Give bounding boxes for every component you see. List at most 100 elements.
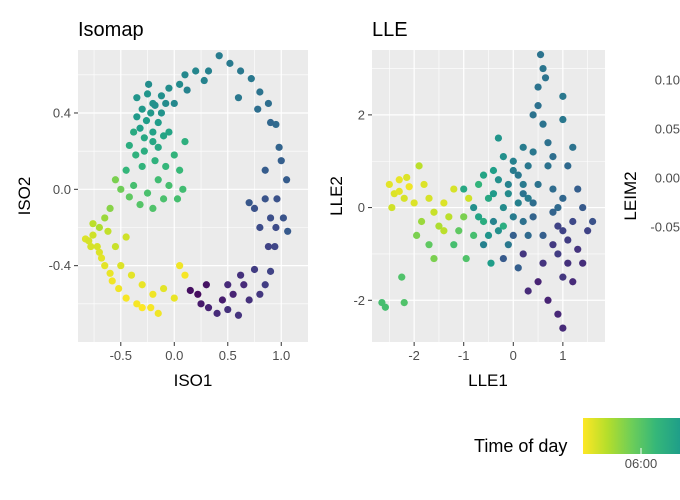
data-point — [559, 194, 567, 202]
data-point — [261, 166, 269, 174]
data-point — [122, 166, 130, 174]
data-point — [381, 303, 389, 311]
x-tick-label: 0.0 — [165, 348, 183, 363]
y-tick-label: 0.4 — [53, 105, 71, 120]
data-point — [279, 214, 287, 222]
data-point — [549, 185, 557, 193]
data-point — [539, 64, 547, 73]
data-point — [154, 176, 162, 184]
data-point — [519, 190, 527, 198]
data-point — [162, 99, 170, 108]
y-tick-label: -0.4 — [49, 258, 71, 273]
data-point — [509, 231, 517, 239]
data-point — [499, 254, 507, 263]
data-point — [157, 92, 166, 100]
data-point — [95, 248, 103, 256]
data-point — [181, 271, 189, 279]
data-point — [569, 143, 577, 151]
data-point — [133, 94, 141, 102]
data-point — [559, 227, 567, 235]
data-point — [275, 143, 283, 151]
data-point — [544, 139, 552, 147]
data-point — [111, 242, 120, 251]
data-point — [138, 304, 146, 312]
data-point — [136, 200, 144, 209]
data-point — [224, 281, 232, 289]
y-tick-label: 0.00 — [655, 171, 680, 186]
data-point — [534, 278, 542, 286]
data-point — [474, 213, 483, 221]
data-point — [183, 86, 191, 94]
data-point — [524, 194, 532, 202]
data-point — [89, 220, 97, 228]
data-point — [559, 273, 567, 281]
data-point — [273, 195, 281, 203]
data-point — [494, 134, 503, 142]
data-point — [541, 74, 550, 82]
data-point — [122, 294, 130, 302]
leim-y-label: LEIM2 — [621, 171, 640, 220]
data-point — [484, 231, 493, 239]
x-tick-label: 0 — [510, 348, 517, 363]
data-point — [554, 310, 562, 318]
data-point — [237, 271, 245, 279]
data-point — [549, 153, 557, 161]
data-point — [524, 162, 532, 170]
isomap-y-label: ISO2 — [15, 177, 34, 216]
data-point — [261, 195, 269, 203]
data-point — [218, 296, 227, 304]
data-point — [170, 99, 178, 108]
lle-x-label: LLE1 — [468, 371, 508, 390]
isomap-x-label: ISO1 — [174, 371, 213, 390]
data-point — [256, 88, 264, 96]
data-point — [108, 277, 116, 285]
data-point — [204, 304, 213, 312]
data-point — [266, 118, 275, 127]
y-tick-label: 0.0 — [53, 182, 71, 197]
data-point — [398, 273, 406, 281]
data-point — [181, 71, 189, 79]
data-point — [420, 180, 428, 189]
data-point — [579, 203, 587, 212]
data-point — [529, 148, 537, 156]
data-point — [215, 52, 223, 60]
data-point — [145, 80, 153, 88]
x-tick-label: -1 — [458, 348, 470, 363]
data-point — [229, 290, 237, 298]
data-point — [250, 204, 259, 213]
data-point — [197, 300, 205, 308]
data-point — [579, 259, 587, 267]
y-tick-label: 0.05 — [655, 122, 680, 137]
data-point — [554, 203, 562, 212]
data-point — [272, 223, 280, 232]
data-point — [395, 187, 403, 195]
data-point — [149, 204, 157, 213]
data-point — [149, 128, 157, 136]
data-point — [89, 231, 97, 239]
data-point — [136, 124, 144, 132]
data-point — [142, 117, 151, 125]
data-point — [539, 120, 547, 128]
data-point — [514, 264, 522, 272]
data-point — [524, 287, 532, 295]
legend-title: Time of day — [474, 436, 567, 456]
data-point — [147, 109, 155, 117]
data-point — [470, 203, 478, 212]
data-point — [133, 300, 141, 308]
data-point — [143, 189, 152, 197]
data-point — [559, 115, 567, 124]
data-point — [165, 128, 173, 136]
data-point — [132, 151, 140, 159]
data-point — [234, 311, 243, 319]
data-point — [213, 309, 221, 317]
data-point — [247, 75, 255, 83]
data-point — [524, 231, 532, 239]
data-point — [125, 141, 133, 150]
data-point — [165, 84, 173, 92]
isomap-panel: Isomap -0.5 0.0 0.5 1.0 -0.4 0.0 0.4 ISO1 ISO… — [15, 19, 308, 390]
data-point — [159, 132, 168, 140]
leim-panel: 0.10 0.05 0.00 -0.05 LEIM2 — [621, 73, 680, 235]
data-point — [504, 190, 512, 198]
data-point — [170, 294, 178, 302]
